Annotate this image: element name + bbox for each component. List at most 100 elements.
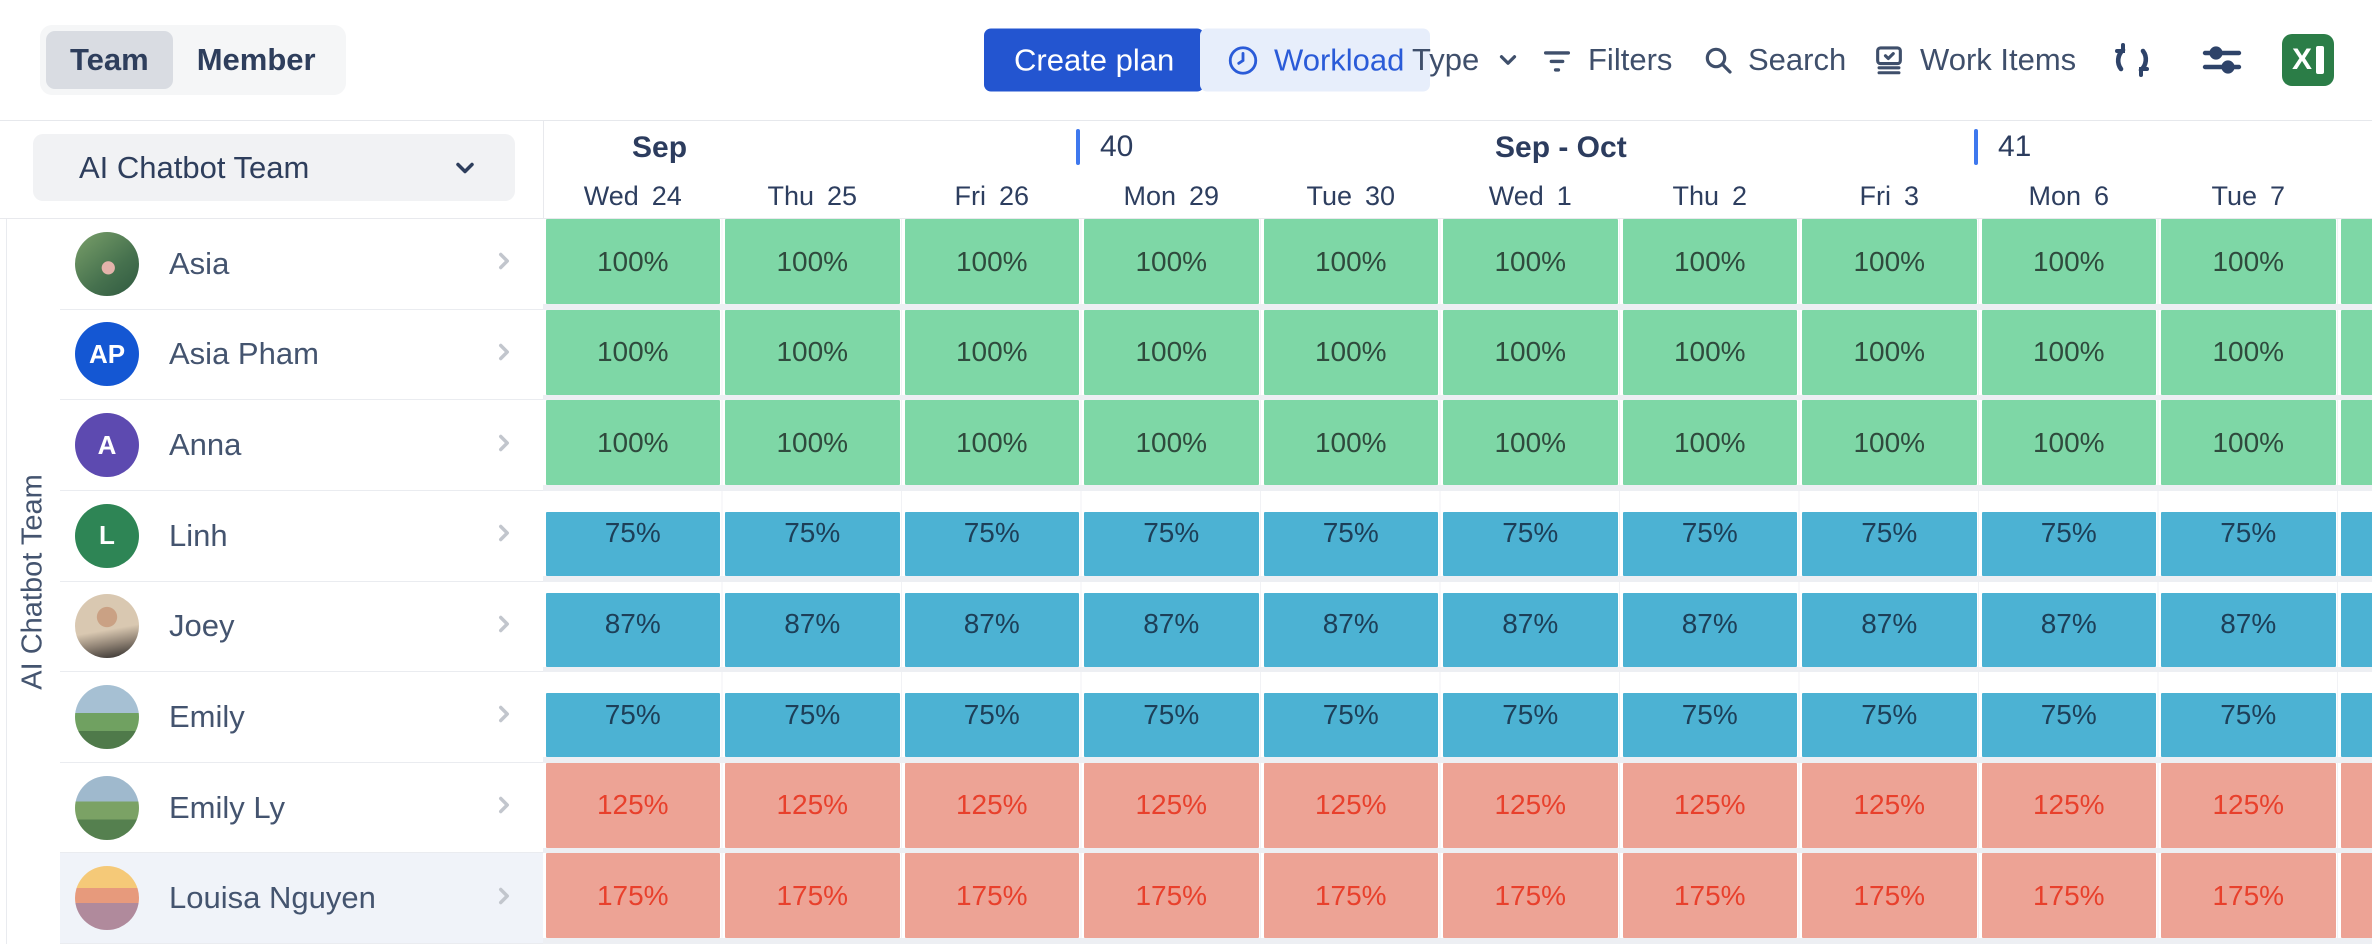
chevron-right-icon[interactable] <box>491 248 517 279</box>
search-button[interactable]: Search <box>1702 42 1846 78</box>
workload-cell[interactable]: 100% <box>1979 400 2159 486</box>
workload-cell[interactable]: 87% <box>1261 582 1441 667</box>
workload-cell[interactable]: 75% <box>2159 491 2339 576</box>
workload-cell[interactable]: 75% <box>1620 491 1800 576</box>
type-dropdown[interactable]: Type <box>1412 42 1521 78</box>
workload-cell[interactable]: 100% <box>2159 400 2339 486</box>
workload-cell[interactable]: 75% <box>2159 672 2339 758</box>
chevron-right-icon[interactable] <box>491 339 517 370</box>
workload-cell[interactable]: 100% <box>902 219 1082 304</box>
workload-cell[interactable]: 75% <box>1261 491 1441 576</box>
workload-cell[interactable]: 100% <box>1620 400 1800 486</box>
workload-cell[interactable]: 175% <box>1261 853 1441 939</box>
workload-cell[interactable]: 75% <box>1441 491 1621 576</box>
workload-cell[interactable]: 100% <box>2338 400 2372 486</box>
workload-cell[interactable]: 100% <box>1979 219 2159 304</box>
member-row[interactable]: L Linh <box>60 490 543 582</box>
workload-cell[interactable]: 125% <box>1800 762 1980 848</box>
chevron-right-icon[interactable] <box>491 701 517 732</box>
workload-cell[interactable]: 125% <box>1441 762 1621 848</box>
workload-cell[interactable]: 75% <box>543 672 723 758</box>
workload-cell[interactable]: 100% <box>2338 309 2372 395</box>
workload-cell[interactable]: 87% <box>2159 582 2339 667</box>
workload-cell[interactable]: 75% <box>1261 672 1441 758</box>
workload-cell[interactable]: 75% <box>902 491 1082 576</box>
workload-cell[interactable]: 75% <box>1082 491 1262 576</box>
workload-cell[interactable]: 75% <box>1441 672 1621 758</box>
workload-cell[interactable]: 175% <box>1441 853 1621 939</box>
workload-cell[interactable]: 75% <box>2338 672 2372 758</box>
workload-cell[interactable]: 100% <box>1082 219 1262 304</box>
workload-cell[interactable]: 75% <box>1800 491 1980 576</box>
workload-cell[interactable]: 100% <box>723 309 903 395</box>
excel-export-button[interactable]: X <box>2282 34 2334 86</box>
workload-cell[interactable]: 87% <box>1441 582 1621 667</box>
workload-cell[interactable]: 75% <box>2338 491 2372 576</box>
workload-cell[interactable]: 100% <box>1082 400 1262 486</box>
workload-cell[interactable]: 87% <box>723 582 903 667</box>
workload-cell[interactable]: 100% <box>1800 400 1980 486</box>
workload-cell[interactable]: 175% <box>1082 853 1262 939</box>
workload-cell[interactable]: 100% <box>723 219 903 304</box>
workload-cell[interactable]: 87% <box>1979 582 2159 667</box>
workload-cell[interactable]: 100% <box>902 400 1082 486</box>
workload-cell[interactable]: 100% <box>1261 309 1441 395</box>
member-row[interactable]: Louisa Nguyen <box>60 853 543 944</box>
workload-cell[interactable]: 87% <box>2338 582 2372 667</box>
workload-cell[interactable]: 100% <box>2338 219 2372 304</box>
chevron-right-icon[interactable] <box>491 883 517 914</box>
sync-button[interactable] <box>2108 36 2156 84</box>
member-row[interactable]: Emily Ly <box>60 762 543 854</box>
workload-cell[interactable]: 100% <box>1441 309 1621 395</box>
workload-cell[interactable]: 75% <box>1800 672 1980 758</box>
workload-cell[interactable]: 100% <box>1620 309 1800 395</box>
workload-cell[interactable]: 75% <box>723 491 903 576</box>
workload-cell[interactable]: 100% <box>1082 309 1262 395</box>
workload-cell[interactable]: 125% <box>2338 762 2372 848</box>
workload-cell[interactable]: 175% <box>1979 853 2159 939</box>
member-row[interactable]: Joey <box>60 581 543 673</box>
workload-cell[interactable]: 125% <box>1261 762 1441 848</box>
member-toggle-button[interactable]: Member <box>173 31 340 89</box>
workload-cell[interactable]: 100% <box>543 219 723 304</box>
workload-button[interactable]: Workload <box>1200 28 1431 92</box>
workload-cell[interactable]: 75% <box>1082 672 1262 758</box>
workload-cell[interactable]: 100% <box>1441 400 1621 486</box>
workload-cell[interactable]: 125% <box>1979 762 2159 848</box>
chevron-right-icon[interactable] <box>491 792 517 823</box>
workload-cell[interactable]: 100% <box>1261 400 1441 486</box>
workload-cell[interactable]: 100% <box>1261 219 1441 304</box>
workload-cell[interactable]: 175% <box>1800 853 1980 939</box>
workload-cell[interactable]: 75% <box>1979 491 2159 576</box>
team-selector[interactable]: AI Chatbot Team <box>33 134 515 201</box>
workload-cell[interactable]: 87% <box>1620 582 1800 667</box>
workload-cell[interactable]: 100% <box>2159 219 2339 304</box>
workload-cell[interactable]: 100% <box>1800 219 1980 304</box>
workload-cell[interactable]: 100% <box>902 309 1082 395</box>
chevron-right-icon[interactable] <box>491 430 517 461</box>
workload-cell[interactable]: 87% <box>1800 582 1980 667</box>
workload-cell[interactable]: 100% <box>1800 309 1980 395</box>
workload-cell[interactable]: 87% <box>543 582 723 667</box>
workload-cell[interactable]: 125% <box>1082 762 1262 848</box>
chevron-right-icon[interactable] <box>491 611 517 642</box>
workload-cell[interactable]: 75% <box>1620 672 1800 758</box>
workload-cell[interactable]: 125% <box>723 762 903 848</box>
workload-cell[interactable]: 100% <box>1979 309 2159 395</box>
workload-cell[interactable]: 125% <box>543 762 723 848</box>
workload-cell[interactable]: 100% <box>2159 309 2339 395</box>
workload-cell[interactable]: 100% <box>1620 219 1800 304</box>
workload-cell[interactable]: 75% <box>902 672 1082 758</box>
workload-cell[interactable]: 100% <box>723 400 903 486</box>
workload-cell[interactable]: 125% <box>1620 762 1800 848</box>
workload-cell[interactable]: 125% <box>2159 762 2339 848</box>
work-items-button[interactable]: Work Items <box>1872 42 2076 78</box>
workload-cell[interactable]: 75% <box>723 672 903 758</box>
workload-cell[interactable]: 75% <box>1979 672 2159 758</box>
workload-cell[interactable]: 175% <box>1620 853 1800 939</box>
workload-cell[interactable]: 100% <box>543 400 723 486</box>
member-row[interactable]: Emily <box>60 672 543 763</box>
workload-cell[interactable]: 175% <box>2338 853 2372 939</box>
chevron-right-icon[interactable] <box>491 520 517 551</box>
workload-cell[interactable]: 175% <box>902 853 1082 939</box>
